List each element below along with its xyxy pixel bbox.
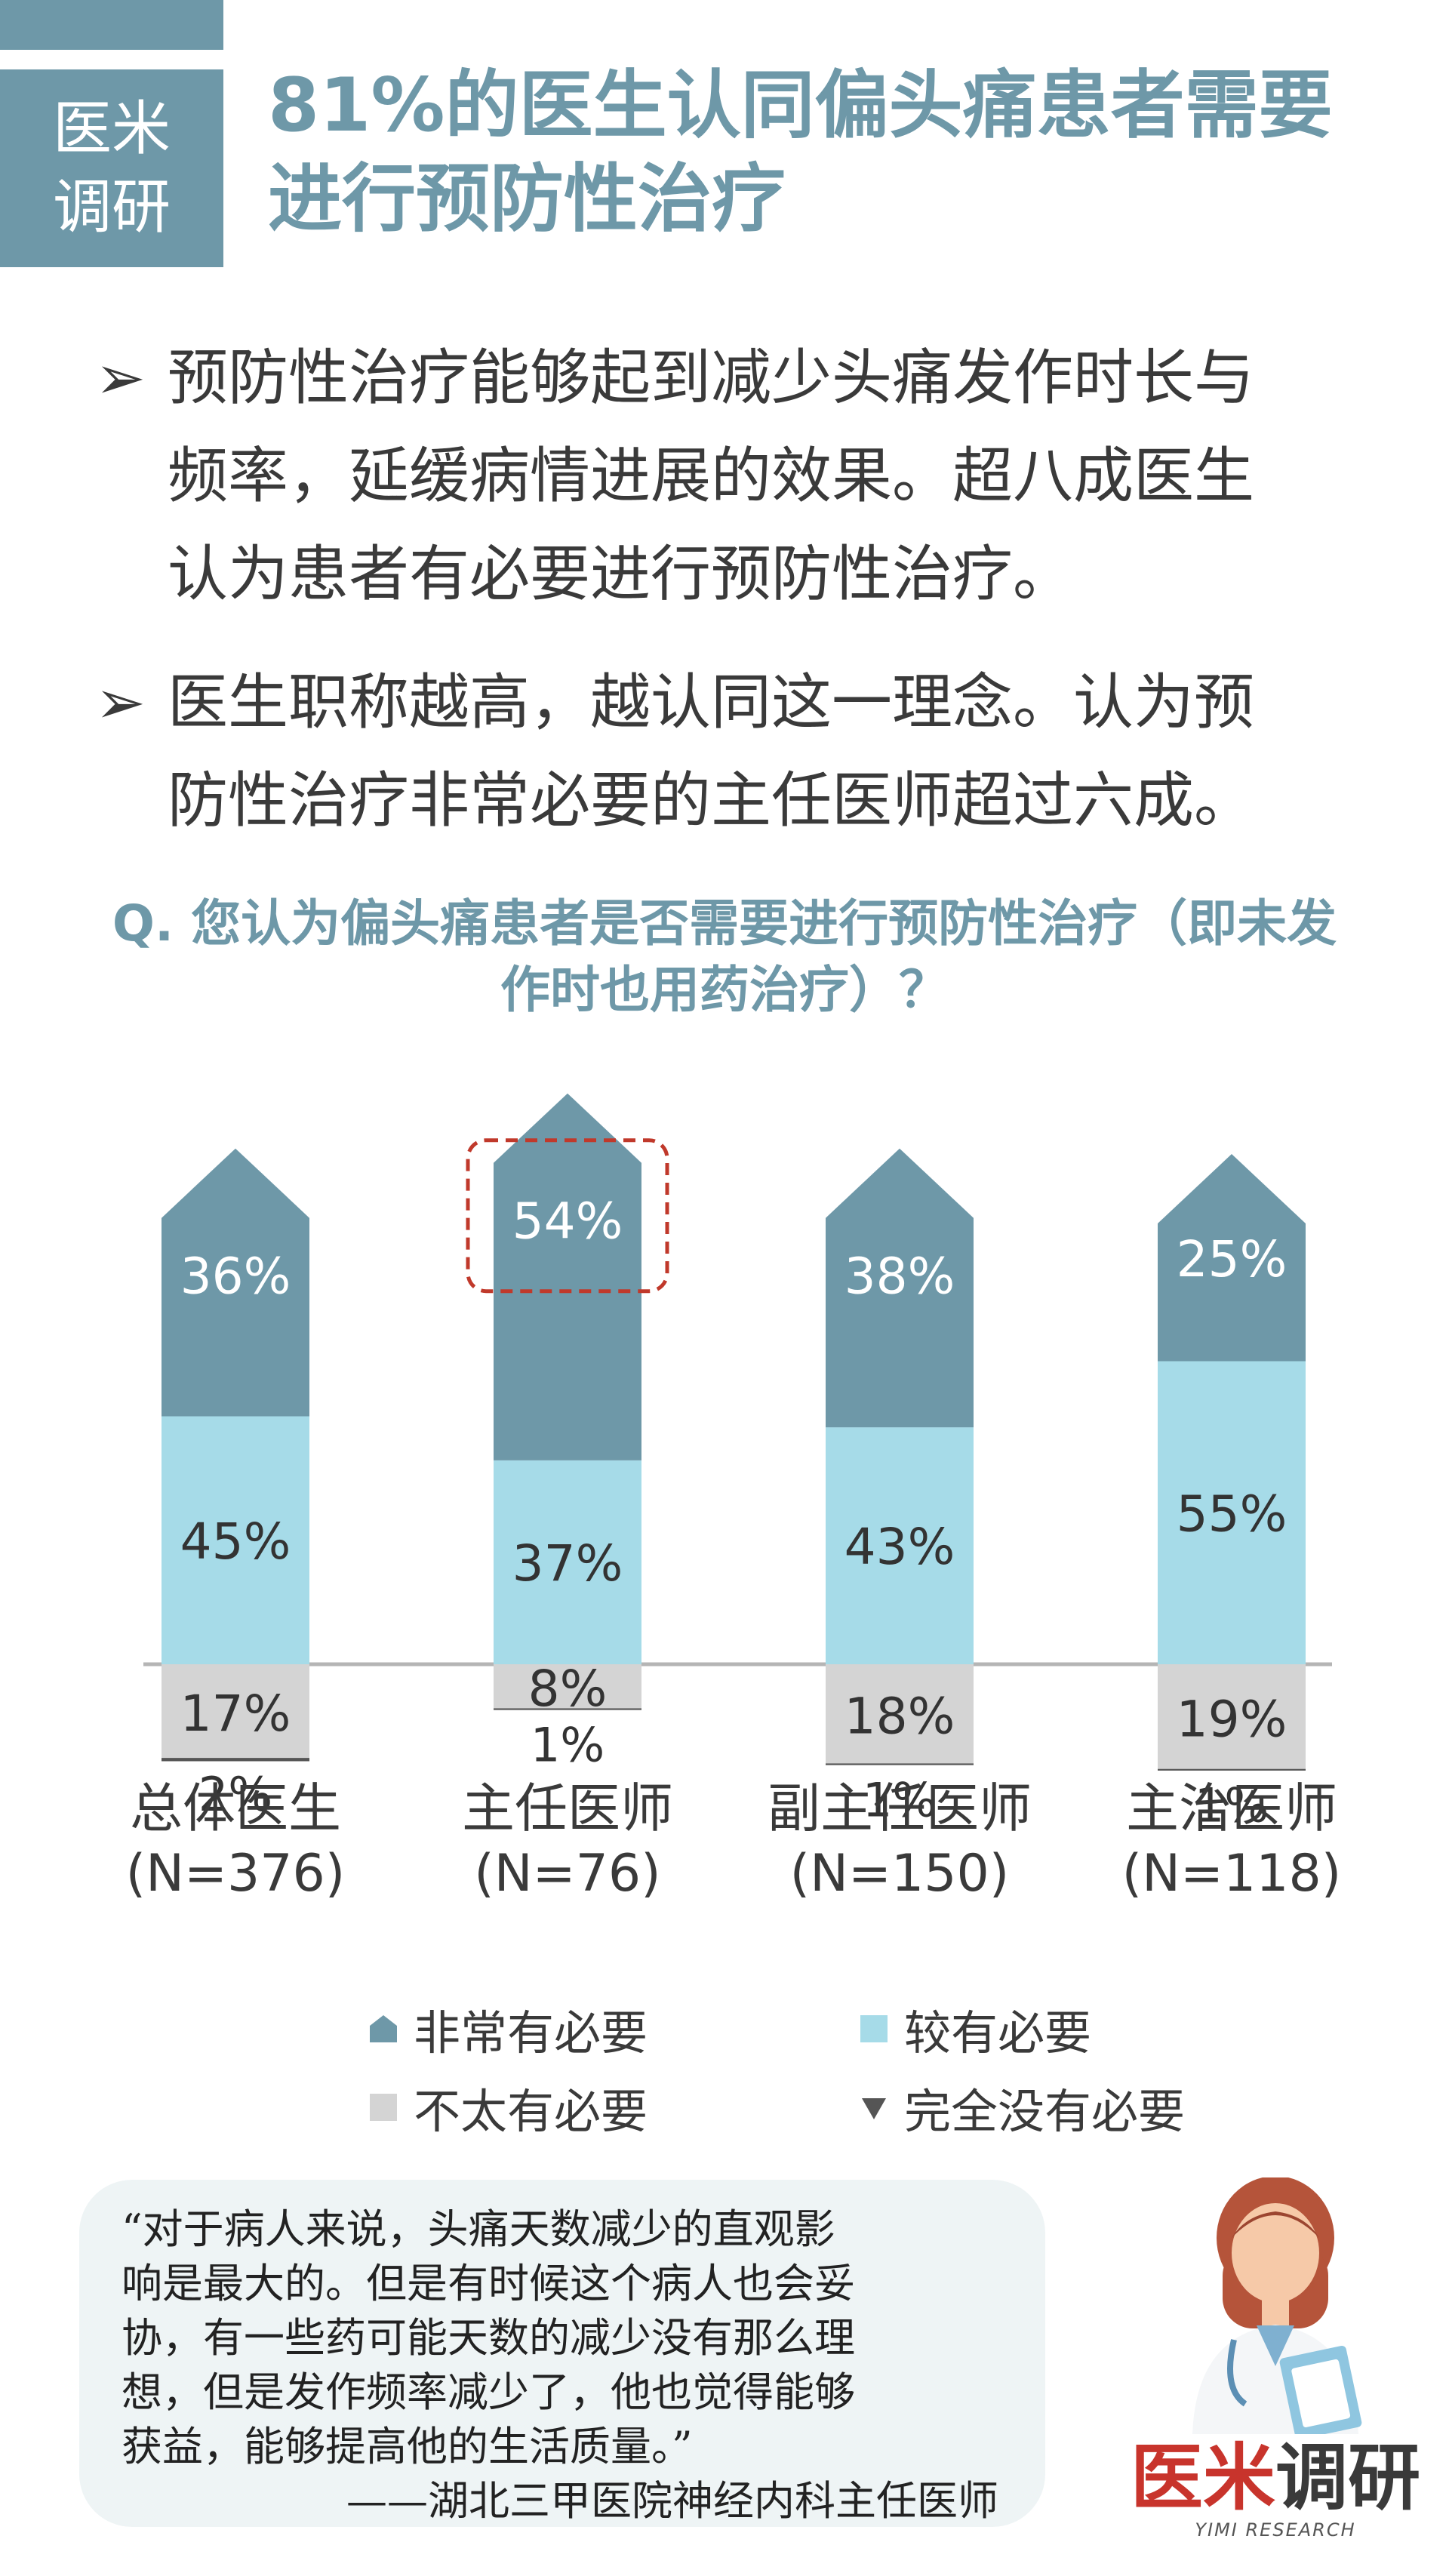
bullet-1-line-3: 认为患者有必要进行预防性治疗。 [168, 539, 1073, 609]
bar-segment-fairly-necessary [494, 1460, 641, 1664]
bar-segment-not-very-necessary [162, 1664, 309, 1759]
legend-item-very-necessary: 非常有必要 [370, 1995, 648, 2063]
bar-segment-very-necessary [162, 1148, 309, 1417]
legend-label: 较有必要 [904, 2005, 1092, 2060]
doctor-avatar-icon [1192, 2177, 1362, 2434]
survey-question-line2: 作时也用药治疗）？ [500, 961, 949, 1019]
page-title-line1: 81%的医生认同偏头痛患者需要 [268, 63, 1333, 149]
quote-line: 想，但是发作频率减少了，他也觉得能够 [122, 2368, 855, 2416]
square-marker-icon [860, 2015, 888, 2042]
bar-segment-very-necessary [1158, 1154, 1306, 1362]
x-tick-sublabel: (N=76) [474, 1844, 660, 1904]
data-label-fairly-necessary: 43% [844, 1518, 955, 1576]
bar-segment-not-very-necessary [826, 1664, 974, 1764]
data-label-very-necessary: 36% [180, 1248, 291, 1306]
bar-segment-not-very-necessary [494, 1664, 641, 1709]
quote-attribution: ——湖北三甲医院神经内科主任医师 [346, 2477, 998, 2525]
highlight-box [466, 1138, 669, 1294]
quote-line: 响是最大的。但是有时候这个病人也会妥 [122, 2260, 855, 2307]
bar-segment-not-necessary-at-all [494, 1708, 641, 1710]
brand-logo: 医米调研 YIMI RESEARCH [1124, 2436, 1426, 2541]
data-label-very-necessary: 54% [512, 1193, 623, 1251]
x-tick-label: 副主任医师 [768, 1777, 1032, 1839]
pentagon-marker-icon [370, 2015, 397, 2042]
bullet-point-2: ➢ 医生职称越高，越认同这一理念。认为预 防性治疗非常必要的主任医师超过六成。 [95, 654, 1378, 850]
quote-line: 获益，能够提高他的生活质量。” [122, 2423, 693, 2470]
bar-segment-not-necessary-at-all [826, 1763, 974, 1765]
section-tag-line2: 调研 [52, 174, 171, 242]
bullet-2-line-1: 医生职称越高，越认同这一理念。认为预 [168, 667, 1254, 737]
legend-label: 不太有必要 [414, 2084, 648, 2139]
data-label-not-necessary-at-all: 1% [531, 1717, 605, 1772]
bar-segment-very-necessary [826, 1148, 974, 1428]
bar-segment-fairly-necessary [162, 1416, 309, 1664]
quote-line: 协，有一些药可能天数的减少没有那么理 [122, 2314, 855, 2362]
bar-segment-not-necessary-at-all [1158, 1768, 1306, 1771]
data-label-not-necessary-at-all: 2% [198, 1767, 272, 1822]
bullet-point-1: ➢ 预防性治疗能够起到减少头痛发作时长与 频率，延缓病情进展的效果。超八成医生 … [95, 329, 1378, 623]
legend-item-not-necessary-at-all: 完全没有必要 [860, 2073, 1185, 2141]
data-label-fairly-necessary: 45% [180, 1513, 291, 1571]
bar-segment-not-very-necessary [1158, 1664, 1306, 1769]
x-tick-label: 总体医生 [130, 1777, 341, 1839]
bullet-1-line-2: 频率，延缓病情进展的效果。超八成医生 [168, 441, 1254, 511]
survey-question-line1: Q. 您认为偏头痛患者是否需要进行预防性治疗（即未发 [112, 894, 1337, 953]
brand-subtitle: YIMI RESEARCH [1195, 2519, 1356, 2541]
quote-line: “对于病人来说，头痛天数减少的直观影 [122, 2205, 835, 2253]
section-tag: 医米 调研 [0, 69, 223, 267]
section-tag-line1: 医米 [52, 95, 171, 163]
x-tick-label: 主任医师 [462, 1777, 673, 1839]
data-label-not-very-necessary: 19% [1177, 1690, 1287, 1748]
x-tick-sublabel: (N=150) [790, 1844, 1010, 1904]
data-label-fairly-necessary: 37% [512, 1534, 623, 1593]
legend-label: 完全没有必要 [904, 2084, 1186, 2139]
x-tick-label: 主治医师 [1126, 1777, 1337, 1839]
bar-segment-fairly-necessary [1158, 1361, 1306, 1664]
brand-name-dark: 调研 [1275, 2436, 1420, 2520]
data-label-not-very-necessary: 18% [844, 1688, 955, 1746]
data-label-very-necessary: 38% [844, 1248, 955, 1306]
legend-label: 非常有必要 [414, 2005, 648, 2060]
brand-name-red: 医米 [1131, 2436, 1275, 2520]
legend-item-fairly-necessary: 较有必要 [860, 1995, 1091, 2063]
page-title: 81%的医生认同偏头痛患者需要 进行预防性治疗 [268, 59, 1430, 246]
legend-item-not-very-necessary: 不太有必要 [370, 2073, 648, 2141]
x-tick-sublabel: (N=118) [1122, 1844, 1342, 1904]
bullet-2-line-2: 防性治疗非常必要的主任医师超过六成。 [168, 765, 1254, 836]
data-label-not-very-necessary: 17% [180, 1685, 291, 1743]
data-label-not-necessary-at-all: 1% [1195, 1778, 1269, 1833]
data-label-fairly-necessary: 55% [1177, 1485, 1287, 1543]
stacked-bar-chart: 36%45%17%2%总体医生(N=376)54%37%8%1%主任医师(N=7… [126, 1093, 1342, 1904]
page-title-line2: 进行预防性治疗 [268, 156, 786, 242]
bar-segment-very-necessary [494, 1093, 641, 1460]
bullet-1-line-1: 预防性治疗能够起到减少头痛发作时长与 [168, 343, 1254, 413]
data-label-not-necessary-at-all: 1% [863, 1772, 937, 1827]
square-marker-icon [370, 2094, 397, 2121]
doctor-quote-box: “对于病人来说，头痛天数减少的直观影 响是最大的。但是有时候这个病人也会妥 协，… [79, 2180, 1045, 2527]
arrow-bullet-icon: ➢ [95, 667, 146, 737]
triangle-down-marker-icon [862, 2098, 886, 2119]
arrow-bullet-icon: ➢ [95, 343, 146, 413]
data-label-not-very-necessary: 8% [528, 1660, 608, 1718]
survey-question: Q. 您认为偏头痛患者是否需要进行预防性治疗（即未发 作时也用药治疗）？ [15, 891, 1434, 1023]
data-label-very-necessary: 25% [1177, 1230, 1287, 1288]
header-accent-bar [0, 0, 223, 50]
x-tick-sublabel: (N=376) [126, 1844, 346, 1904]
bar-segment-fairly-necessary [826, 1427, 974, 1664]
bar-segment-not-necessary-at-all [162, 1758, 309, 1762]
